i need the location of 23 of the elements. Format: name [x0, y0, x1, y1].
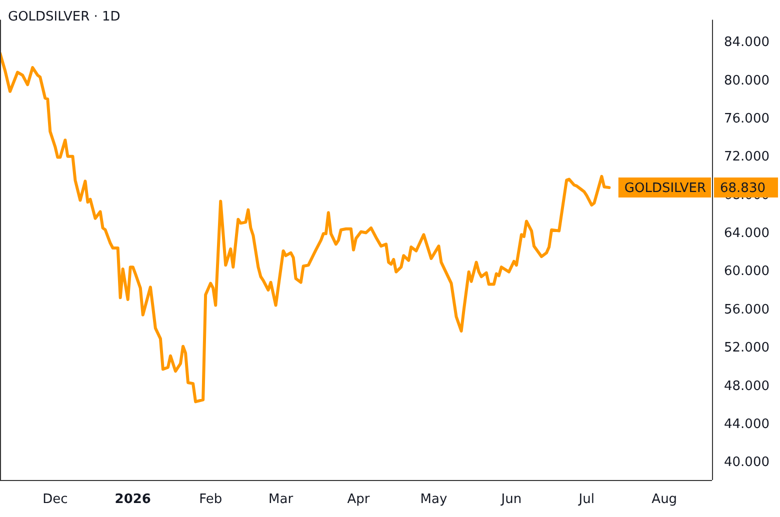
y-tick-label: 52.000: [724, 340, 770, 356]
x-tick-label: 2026: [114, 492, 151, 508]
x-tick-label: Dec: [42, 492, 68, 508]
x-tick-label: Jul: [578, 492, 594, 508]
annotation: GOLDSILVER: [624, 180, 706, 196]
y-tick-label: 56.000: [724, 302, 770, 318]
y-tick-label: 64.000: [724, 226, 770, 242]
x-tick-label: May: [420, 492, 448, 508]
y-tick-label: 40.000: [724, 455, 770, 470]
y-tick-label: 76.000: [724, 111, 770, 126]
y-tick-label: 84.000: [724, 35, 770, 50]
x-tick-label: Jun: [500, 492, 522, 508]
x-tick-label: Feb: [199, 492, 222, 508]
y-tick-label: 44.000: [724, 417, 770, 432]
y-tick-label: 72.000: [724, 150, 770, 165]
y-tick-label: 80.000: [724, 73, 770, 88]
x-tick-label: Mar: [268, 492, 294, 508]
text: 68.830: [720, 180, 766, 196]
x-tick-label: Apr: [347, 492, 370, 508]
chart-title: GOLDSILVER · 1D: [8, 9, 120, 24]
x-tick-label: Aug: [652, 492, 678, 508]
y-tick-label: 60.000: [724, 264, 770, 280]
y-tick-label: 48.000: [724, 378, 770, 394]
